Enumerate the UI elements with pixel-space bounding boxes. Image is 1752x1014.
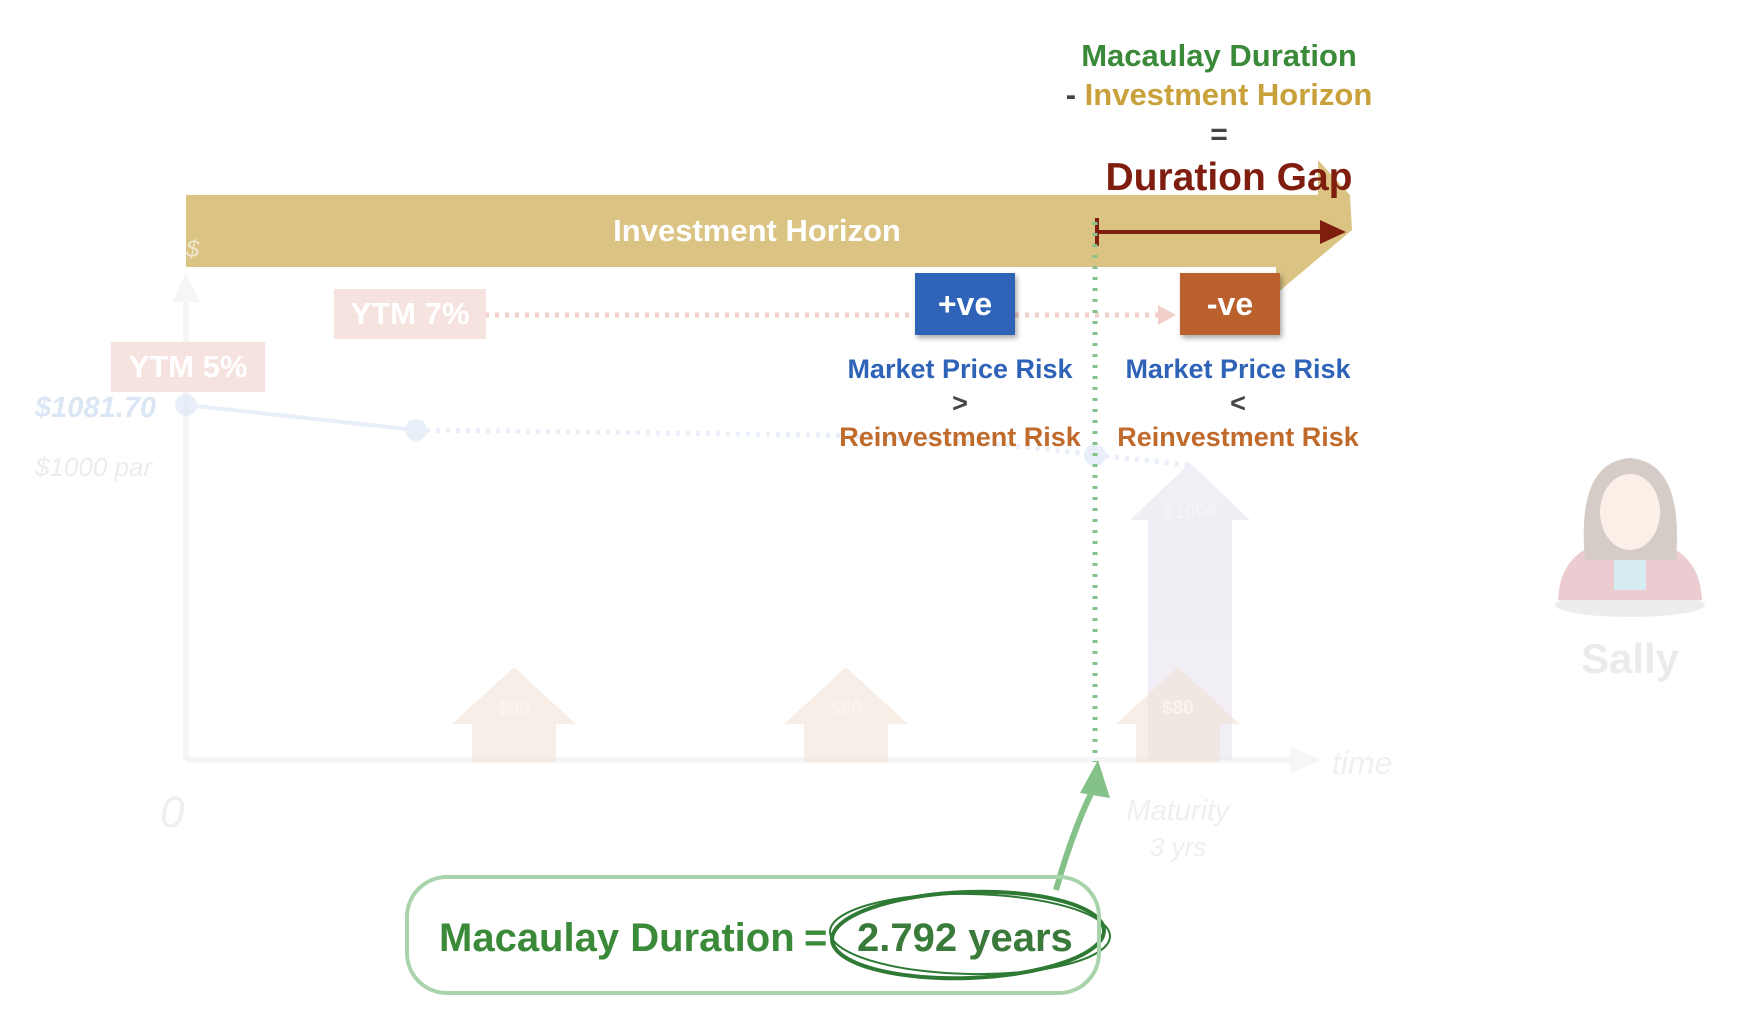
ytm-5-badge: YTM 5% (111, 342, 265, 392)
positive-gap-risk-comparison: Market Price Risk > Reinvestment Risk (839, 352, 1081, 454)
formula-macaulay-duration: Macaulay Duration (1081, 38, 1357, 73)
negative-reinvestment-risk: Reinvestment Risk (1117, 422, 1359, 452)
positive-reinvestment-risk: Reinvestment Risk (839, 422, 1081, 452)
coupon-label-3: $80 (1162, 698, 1194, 719)
investment-horizon-banner (186, 160, 1352, 294)
coupon-arrows (452, 667, 1240, 762)
ytm-7-badge: YTM 7% (334, 289, 486, 339)
result-equals: = (804, 916, 828, 960)
coupon-label-2: $80 (830, 698, 862, 719)
par-value-label: $1000 par (35, 452, 153, 482)
x-axis (186, 746, 1322, 774)
y-axis-label: $ (186, 236, 200, 263)
maturity-years-label: 3 yrs (1149, 832, 1207, 862)
positive-gap-badge: +ve (915, 273, 1015, 335)
price-path (175, 394, 1191, 468)
maturity-label: Maturity (1126, 795, 1230, 827)
positive-market-price-risk: Market Price Risk (847, 354, 1073, 384)
duration-gap-title: Duration Gap (1105, 156, 1353, 199)
coupon-label-1: $80 (498, 698, 530, 719)
negative-gap-badge: -ve (1180, 273, 1280, 335)
investor-avatar-icon (1555, 458, 1705, 617)
ytm7-arrowhead (1158, 305, 1176, 325)
duration-gap-formula: Macaulay Duration - Investment Horizon = (0, 0, 1752, 200)
positive-comparator: > (952, 388, 968, 418)
formula-minus: - (1065, 77, 1077, 112)
time-axis-label: time (1332, 745, 1393, 781)
bond-price-label: $1081.70 (35, 392, 156, 424)
formula-investment-horizon-label: Investment Horizon (1084, 77, 1373, 112)
result-label: Macaulay Duration (439, 916, 795, 960)
value-highlight-ellipse (829, 889, 1111, 981)
negative-gap-risk-comparison: Market Price Risk < Reinvestment Risk (1117, 352, 1359, 454)
formula-investment-horizon: - Investment Horizon (1066, 77, 1373, 113)
investor-name: Sally (1580, 635, 1680, 682)
result-value: 2.792 years (857, 916, 1073, 960)
investment-horizon-label: Investment Horizon (613, 213, 901, 248)
origin-label: 0 (160, 788, 185, 837)
formula-equals: = (1210, 118, 1228, 151)
principal-label: $1000 (1163, 502, 1217, 523)
result-pointer-arrow (1053, 760, 1110, 891)
negative-market-price-risk: Market Price Risk (1125, 354, 1351, 384)
negative-comparator: < (1230, 388, 1246, 418)
macaulay-duration-result: Macaulay Duration = 2.792 years (405, 875, 1101, 995)
